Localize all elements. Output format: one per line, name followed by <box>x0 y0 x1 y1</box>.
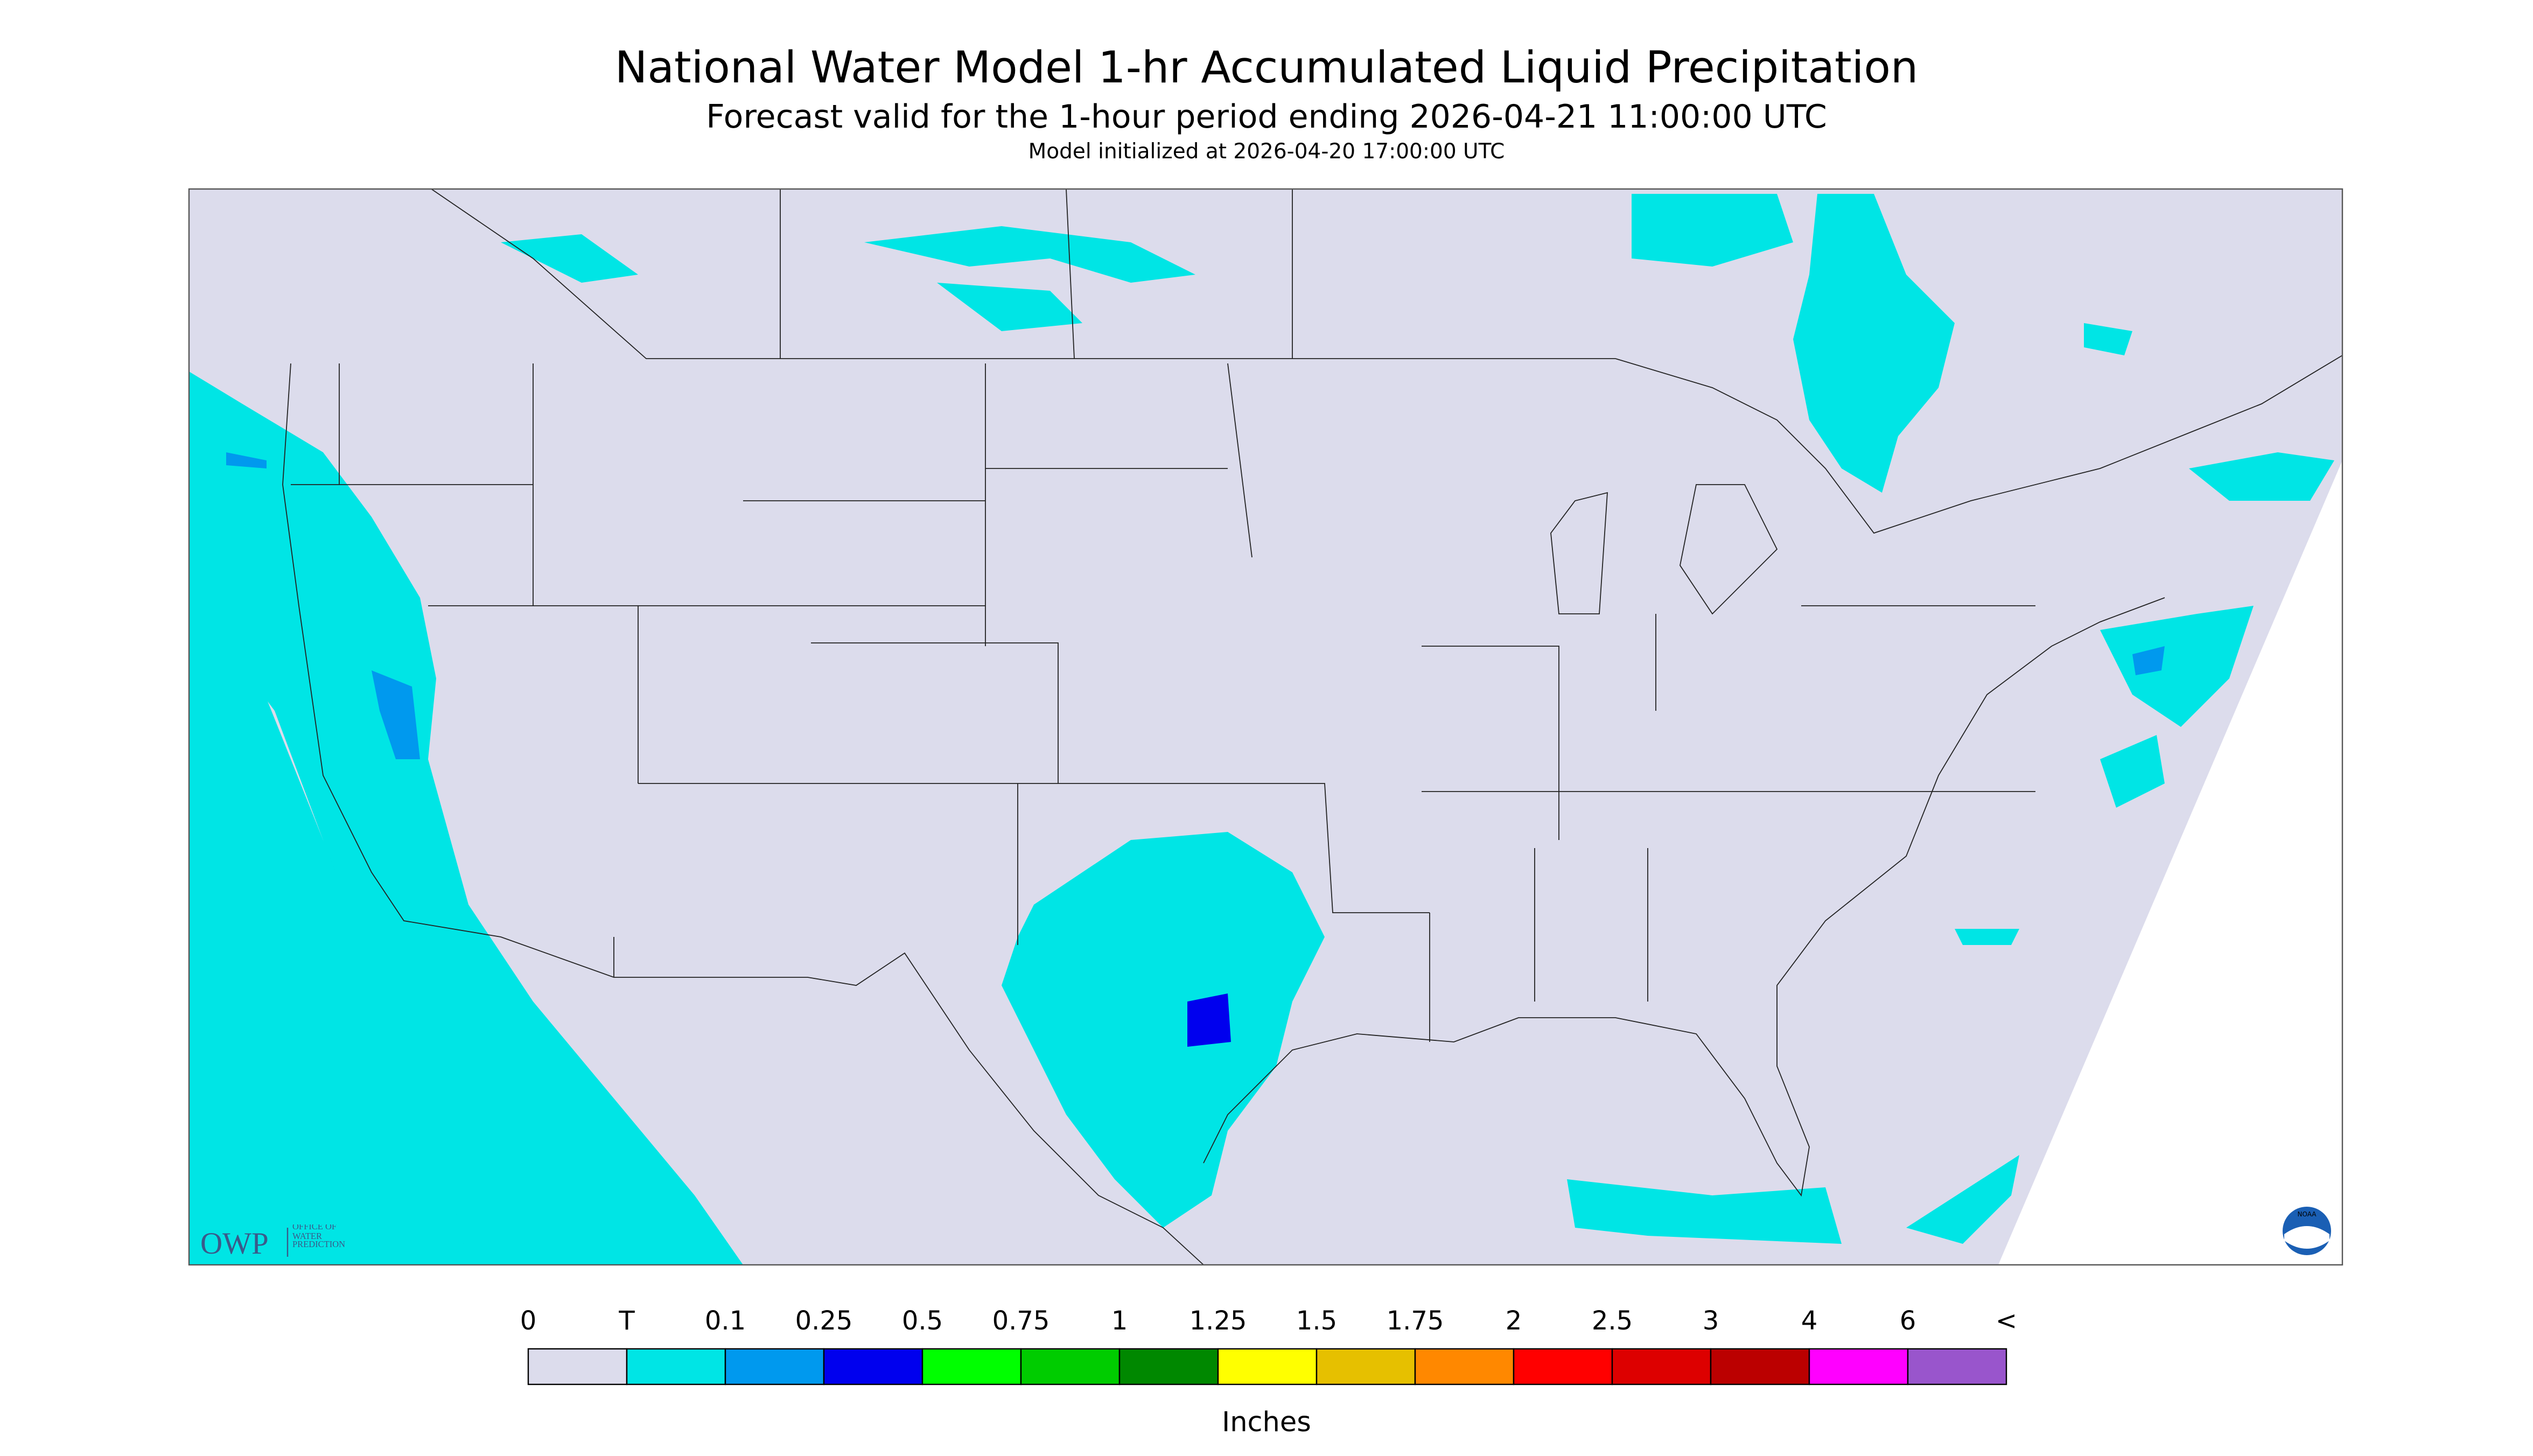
legend-label: 4 <box>1801 1306 1818 1336</box>
legend-unit: Inches <box>1222 1406 1311 1438</box>
legend-swatch <box>1217 1348 1318 1385</box>
legend-swatch <box>626 1348 726 1385</box>
legend-label: T <box>618 1306 635 1336</box>
legend-swatch <box>1710 1348 1810 1385</box>
legend-label: 1.5 <box>1296 1306 1337 1336</box>
legend-swatch <box>1118 1348 1219 1385</box>
legend-label: 0 <box>520 1306 537 1336</box>
legend-label: 2 <box>1506 1306 1522 1336</box>
legend-label: 3 <box>1703 1306 1719 1336</box>
map-frame <box>188 188 2343 1266</box>
legend-swatch <box>1611 1348 1712 1385</box>
legend-label: 1.25 <box>1189 1306 1247 1336</box>
legend-label: 0.5 <box>902 1306 943 1336</box>
legend-label: 0.75 <box>992 1306 1050 1336</box>
legend-label: < <box>1996 1306 2017 1336</box>
noaa-text: NOAA <box>2298 1210 2317 1218</box>
domain-mask <box>1998 460 2342 1265</box>
legend-swatch <box>823 1348 923 1385</box>
boundaries <box>282 188 2343 1265</box>
legend: Inches 0 T 0.1 0.25 0.5 0.75 1 1.25 1.5 1.75 2 2.5 3… <box>520 1306 2017 1438</box>
legend-label: 2.5 <box>1592 1306 1633 1336</box>
owp-logo: OWP <box>200 1227 269 1261</box>
title: National Water Model 1-hr Accumulated Li… <box>615 43 1918 93</box>
owp-logo-text: OFFICE OF WATER PREDICTION <box>292 1224 346 1251</box>
legend-swatch <box>1316 1348 1416 1385</box>
legend-swatch <box>1808 1348 1909 1385</box>
legend-swatch <box>527 1348 628 1385</box>
legend-swatch <box>1513 1348 1613 1385</box>
legend-swatch <box>1020 1348 1121 1385</box>
legend-swatch <box>921 1348 1022 1385</box>
legend-label: 1 <box>1111 1306 1128 1336</box>
precipitation <box>189 194 2334 1265</box>
legend-label: 1.75 <box>1387 1306 1444 1336</box>
legend-swatch <box>1414 1348 1515 1385</box>
map: OWP OFFICE OF WATER PREDICTION NOAA <box>188 188 2343 1266</box>
init-time: Model initialized at 2026-04-20 17:00:00… <box>1028 139 1505 164</box>
legend-swatch <box>724 1348 825 1385</box>
legend-label: 6 <box>1900 1306 1916 1336</box>
subtitle: Forecast valid for the 1-hour period end… <box>706 98 1827 136</box>
legend-label: 0.1 <box>705 1306 746 1336</box>
legend-label: 0.25 <box>795 1306 853 1336</box>
legend-swatch <box>1907 1348 2007 1385</box>
